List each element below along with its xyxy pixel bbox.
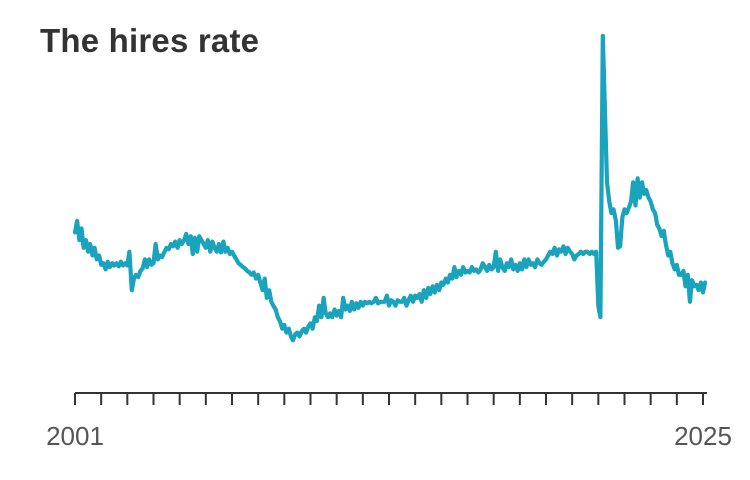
- x-tick-label: 2001: [46, 421, 104, 451]
- series-line-0: [72, 33, 708, 343]
- series-layer: [72, 33, 708, 343]
- x-axis: 2001 2025: [46, 392, 732, 451]
- chart-title: The hires rate: [40, 22, 260, 59]
- x-tick-label: 2025: [674, 421, 732, 451]
